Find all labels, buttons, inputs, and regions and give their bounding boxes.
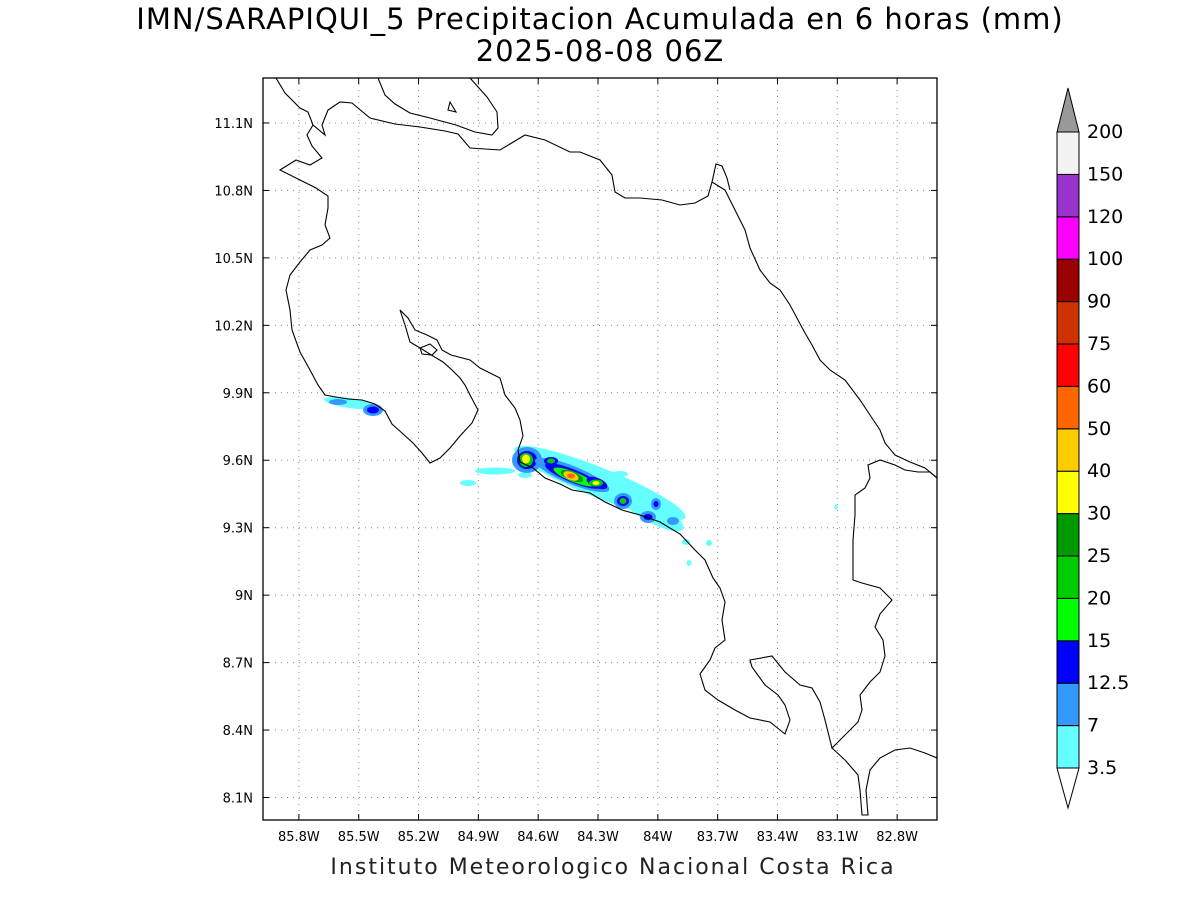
colorbar-swatch <box>1056 131 1080 175</box>
colorbar-swatch <box>1056 597 1080 642</box>
map-title: IMN/SARAPIQUI_5 Precipitacion Acumulada … <box>136 2 1064 36</box>
colorbar-label: 15 <box>1087 630 1111 652</box>
colorbar-label: 25 <box>1087 545 1111 567</box>
colorbar-swatch <box>1056 513 1080 557</box>
lon-tick-label: 85.8W <box>278 830 320 845</box>
colorbar-label: 90 <box>1087 291 1111 313</box>
colorbar-label: 20 <box>1087 587 1111 609</box>
lon-tick-label: 83.1W <box>816 830 858 845</box>
coastline-borders <box>275 78 937 816</box>
lon-tick-label: 83.7W <box>697 830 739 845</box>
lat-tick-label: 10.5N <box>214 252 253 267</box>
lon-tick-label: 82.8W <box>876 830 918 845</box>
colorbar-swatch <box>1056 428 1080 472</box>
colorbar-label: 30 <box>1087 503 1111 525</box>
colorbar-swatch <box>1056 385 1080 430</box>
lon-tick-label: 83.4W <box>757 830 799 845</box>
lat-tick-label: 9.9N <box>223 387 253 402</box>
colorbar-swatch <box>1056 301 1080 345</box>
lat-tick-label: 10.8N <box>214 184 253 199</box>
colorbar-label: 60 <box>1087 375 1111 397</box>
colorbar-swatch <box>1056 682 1080 727</box>
lat-tick-label: 9.3N <box>223 522 253 537</box>
colorbar-swatch <box>1056 640 1080 684</box>
map-frame <box>262 77 938 821</box>
footer-credit: Instituto Meteorologico Nacional Costa R… <box>330 855 896 880</box>
lat-tick-label: 9.6N <box>223 454 253 469</box>
lon-tick-label: 84.6W <box>517 830 559 845</box>
lat-tick-label: 8.7N <box>223 657 253 672</box>
colorbar-label: 100 <box>1087 248 1123 270</box>
colorbar-label: 75 <box>1087 333 1111 355</box>
colorbar-swatch <box>1056 216 1080 260</box>
colorbar-swatch <box>1056 173 1080 218</box>
lon-tick-label: 85.5W <box>338 830 380 845</box>
colorbar-swatch <box>1056 470 1080 515</box>
lon-tick-label: 85.2W <box>398 830 440 845</box>
lon-tick-label: 84.3W <box>577 830 619 845</box>
lat-tick-label: 8.1N <box>223 792 253 807</box>
lat-tick-label: 10.2N <box>214 319 253 334</box>
axis-ticks: 85.8W 85.5W 85.2W 84.9W 84.6W 84.3W 84W 83.7W 83… <box>214 78 937 845</box>
graticule-grid <box>263 78 937 820</box>
colorbar-legend: 3.5 7 12.5 15 20 25 30 40 50 60 75 90 100 120 150 200 <box>1056 87 1129 810</box>
colorbar-swatch <box>1056 725 1080 769</box>
colorbar-swatch <box>1056 555 1080 599</box>
colorbar-label: 150 <box>1087 163 1123 185</box>
map-subtitle-datetime: 2025-08-08 06Z <box>475 34 725 68</box>
colorbar-top-arrow <box>1056 87 1080 133</box>
lat-tick-label: 8.4N <box>223 724 253 739</box>
lon-tick-label: 84.9W <box>457 830 499 845</box>
colorbar-label: 7 <box>1087 715 1099 737</box>
colorbar-bottom-arrow <box>1056 767 1080 810</box>
colorbar-label: 120 <box>1087 206 1123 228</box>
precipitation-shading <box>324 396 838 566</box>
colorbar-label: 50 <box>1087 418 1111 440</box>
lat-tick-label: 9N <box>235 589 253 604</box>
colorbar-label: 40 <box>1087 460 1111 482</box>
colorbar-label: 12.5 <box>1087 672 1129 694</box>
lon-tick-label: 84W <box>643 830 673 845</box>
lat-tick-label: 11.1N <box>214 117 253 132</box>
colorbar-swatch <box>1056 258 1080 303</box>
colorbar-swatch <box>1056 343 1080 387</box>
colorbar-label: 200 <box>1087 121 1123 143</box>
colorbar-label: 3.5 <box>1087 757 1117 779</box>
